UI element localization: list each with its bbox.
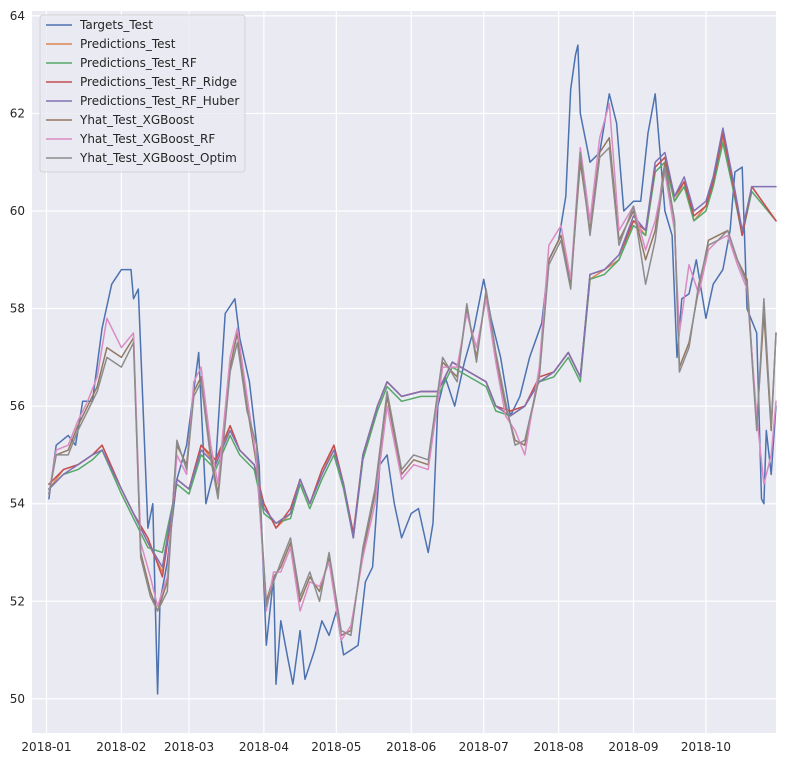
legend-label-predictions-test: Predictions_Test [80, 37, 176, 51]
series-line-targets-test [48, 44, 777, 695]
legend-label-predictions-test-rf-ridge: Predictions_Test_RF_Ridge [80, 75, 237, 89]
legend: Targets_Test Predictions_Test Predictions_… [39, 14, 246, 173]
y-tick-label: 54 [10, 497, 25, 511]
x-tick-label: 2018-09 [608, 740, 658, 754]
x-tick-label: 2018-01 [21, 740, 71, 754]
x-axis-ticks: 2018-01 2018-02 2018-03 2018-04 2018-05 2018-… [21, 740, 731, 754]
legend-label-targets-test: Targets_Test [79, 18, 153, 32]
legend-label-predictions-test-rf-huber: Predictions_Test_RF_Huber [80, 94, 239, 108]
y-tick-label: 52 [10, 594, 25, 608]
series-line-predictions-test-rf-huber [48, 127, 777, 568]
legend-label-yhat-test-xgboost-optim: Yhat_Test_XGBoost_Optim [79, 151, 237, 165]
legend-box [39, 14, 246, 173]
series-lines [48, 44, 777, 695]
x-tick-label: 2018-07 [459, 740, 509, 754]
y-tick-label: 60 [10, 204, 25, 218]
x-tick-label: 2018-08 [534, 740, 584, 754]
legend-label-yhat-test-xgboost: Yhat_Test_XGBoost [79, 113, 194, 127]
x-tick-label: 2018-10 [681, 740, 731, 754]
legend-label-yhat-test-xgboost-rf: Yhat_Test_XGBoost_RF [79, 132, 215, 146]
x-tick-label: 2018-06 [386, 740, 436, 754]
legend-label-predictions-test-rf: Predictions_Test_RF [80, 56, 197, 70]
x-tick-label: 2018-04 [239, 740, 289, 754]
legend-items: Targets_Test Predictions_Test Predictions_… [46, 18, 239, 165]
x-tick-label: 2018-02 [96, 740, 146, 754]
series-line-predictions-test-rf [48, 141, 777, 554]
x-tick-label: 2018-03 [164, 740, 214, 754]
y-axis-ticks: 50 52 54 56 58 60 62 64 [10, 9, 25, 706]
series-line-yhat-test-xgboost-optim [48, 146, 777, 637]
y-tick-label: 62 [10, 106, 25, 120]
y-tick-label: 50 [10, 692, 25, 706]
x-tick-label: 2018-05 [311, 740, 361, 754]
y-tick-label: 56 [10, 399, 25, 413]
y-tick-label: 58 [10, 302, 25, 316]
y-tick-label: 64 [10, 9, 25, 23]
